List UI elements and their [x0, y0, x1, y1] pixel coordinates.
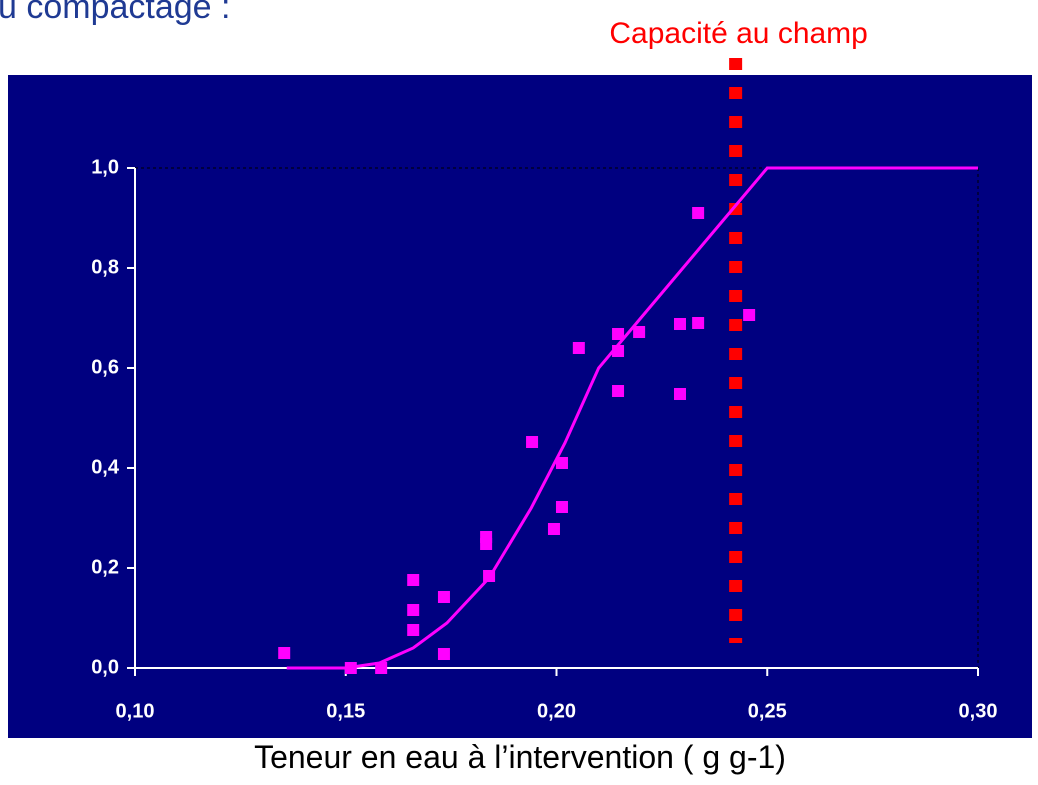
x-axis-label: Teneur en eau à l’intervention ( g g-1) — [254, 739, 786, 775]
data-point — [743, 309, 756, 321]
y-tick-label: 0,4 — [91, 456, 120, 478]
data-point — [612, 385, 625, 397]
data-point — [344, 662, 357, 674]
y-tick-label: 1,0 — [91, 156, 119, 178]
data-point — [483, 570, 496, 582]
data-point — [633, 326, 646, 338]
data-point — [555, 457, 568, 469]
y-tick-label: 0,6 — [91, 356, 119, 378]
data-point — [437, 648, 450, 660]
y-tick-label: 0,8 — [91, 256, 119, 278]
data-point — [692, 317, 705, 329]
data-point — [547, 523, 560, 535]
data-point — [673, 388, 686, 400]
data-point — [437, 591, 450, 603]
data-point — [692, 207, 705, 219]
data-point — [673, 318, 686, 330]
x-tick-label: 0,20 — [537, 700, 576, 722]
data-point — [407, 604, 420, 616]
plot-background — [8, 75, 1032, 738]
y-tick-label: 0,2 — [91, 556, 119, 578]
data-point — [375, 662, 388, 674]
data-point — [278, 647, 291, 659]
y-tick-label: 0,0 — [91, 656, 119, 678]
data-point — [407, 624, 420, 636]
data-point — [572, 342, 585, 354]
annotation-label: Capacité au champ — [609, 17, 868, 50]
chart-title: u compactage : — [0, 0, 230, 26]
x-tick-label: 0,25 — [748, 700, 787, 722]
data-point — [480, 538, 493, 550]
x-tick-label: 0,10 — [116, 700, 155, 722]
data-point — [555, 501, 568, 513]
data-point — [612, 328, 625, 340]
data-point — [526, 436, 539, 448]
x-tick-label: 0,30 — [959, 700, 998, 722]
x-tick-label: 0,15 — [326, 700, 365, 722]
data-point — [407, 574, 420, 586]
data-point — [612, 345, 625, 357]
